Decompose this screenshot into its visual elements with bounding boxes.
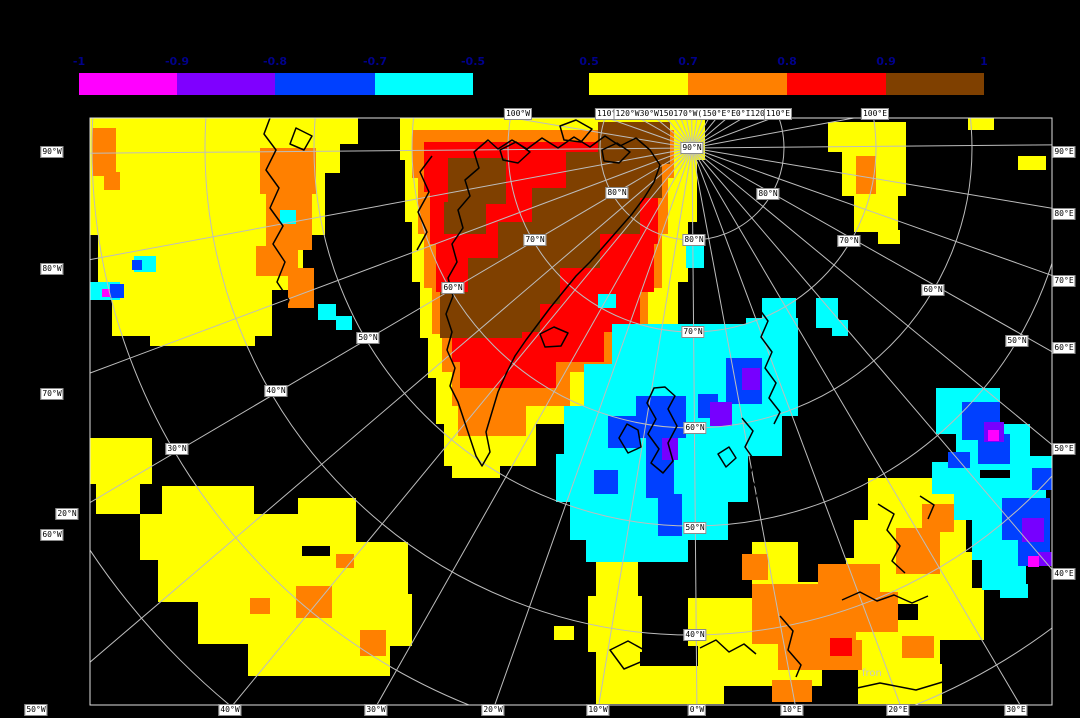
colorbar-segment xyxy=(886,73,984,95)
longitude-label: 40°E xyxy=(1052,568,1076,580)
colorbar-tick-label: -0.8 xyxy=(262,55,288,68)
longitude-label: 80°E xyxy=(1052,208,1076,220)
colorbar-tick-label: -0.7 xyxy=(362,55,388,68)
latitude-label: 60°N xyxy=(921,284,945,296)
longitude-label: 100°W xyxy=(503,108,533,120)
colorbar-segment xyxy=(688,73,787,95)
colorbar-segment xyxy=(589,73,688,95)
latitude-label: 30°N xyxy=(165,443,189,455)
latitude-label: 80°N xyxy=(756,188,780,200)
colorbar-segment xyxy=(375,73,473,95)
longitude-label: 40°W xyxy=(218,704,242,716)
colorbar-tick-label: 0.9 xyxy=(876,55,896,68)
colorbar-segment xyxy=(79,73,177,95)
latitude-label: 40°N xyxy=(264,385,288,397)
longitude-label: 0°W xyxy=(687,704,707,716)
latitude-label: 80°N xyxy=(682,234,706,246)
longitude-label: 20°W xyxy=(481,704,505,716)
latitude-label: 80°N xyxy=(605,187,629,199)
latitude-label: 70°N xyxy=(523,234,547,246)
colorbar-tick-label: -0.9 xyxy=(164,55,190,68)
longitude-label: 30°W xyxy=(364,704,388,716)
longitude-label: 100°E xyxy=(860,108,890,120)
longitude-label: 60°E xyxy=(1052,342,1076,354)
annotation-fron: fron xyxy=(862,668,882,679)
colorbar-tick-label: 0.8 xyxy=(777,55,797,68)
longitude-label: 30°E xyxy=(1004,704,1028,716)
latitude-label: 50°N xyxy=(1005,335,1029,347)
latitude-label: 70°N xyxy=(681,326,705,338)
colorbar-tick-label: -0.5 xyxy=(460,55,486,68)
colorbar-segment xyxy=(787,73,886,95)
latitude-label: 50°N xyxy=(356,332,380,344)
longitude-label: 120°W30°W150170°W(150°E°E0°I120°E xyxy=(613,108,777,120)
data-patches xyxy=(90,118,1052,704)
colorbar-tick-label: 0.7 xyxy=(678,55,698,68)
latitude-label: 70°N xyxy=(837,235,861,247)
longitude-label: 20°E xyxy=(886,704,910,716)
coastlines xyxy=(263,118,947,691)
longitude-label: 90°W xyxy=(40,146,64,158)
longitude-label: 80°W xyxy=(40,263,64,275)
longitude-label: 60°W xyxy=(40,529,64,541)
latitude-label: 50°N xyxy=(683,522,707,534)
longitude-label: 10°W xyxy=(586,704,610,716)
latitude-label: 20°N xyxy=(55,508,79,520)
longitude-label: 110°E xyxy=(763,108,793,120)
longitude-label: 90°E xyxy=(1052,146,1076,158)
colorbar-tick-label: -1 xyxy=(72,55,86,68)
colorbar-tick-label: 0.5 xyxy=(579,55,599,68)
longitude-label: 70°W xyxy=(40,388,64,400)
longitude-label: 70°E xyxy=(1052,275,1076,287)
colorbar-segment xyxy=(275,73,375,95)
longitude-label: 50°E xyxy=(1052,443,1076,455)
colorbar-tick-label: 1 xyxy=(980,55,988,68)
longitude-label: 10°E xyxy=(780,704,804,716)
map-frame xyxy=(89,117,1053,706)
colorbar-segment xyxy=(177,73,275,95)
longitude-label: 50°W xyxy=(24,704,48,716)
latitude-label: 60°N xyxy=(441,282,465,294)
latitude-label: 40°N xyxy=(683,629,707,641)
latitude-label: 60°N xyxy=(683,422,707,434)
latitude-label: 90°N xyxy=(680,142,704,154)
